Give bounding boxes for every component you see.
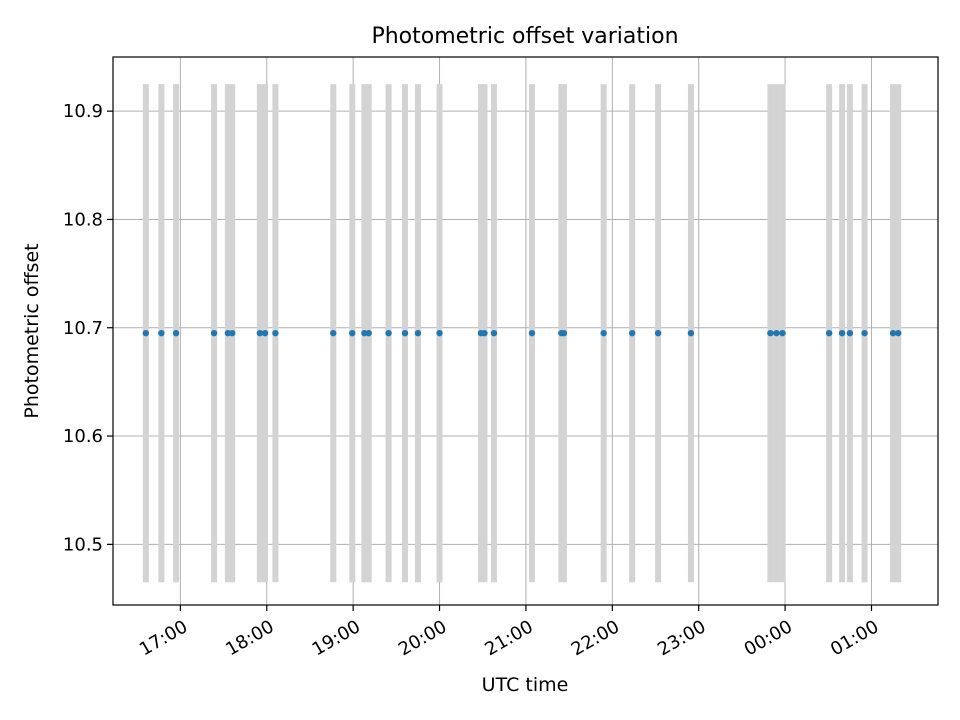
x-tick-label: 22:00: [568, 616, 623, 660]
data-point: [330, 329, 337, 337]
data-point: [385, 329, 392, 337]
data-points: [142, 329, 902, 337]
data-point: [272, 329, 279, 337]
data-point: [628, 329, 636, 337]
y-tick-label: 10.9: [63, 101, 103, 122]
x-tick-label: 20:00: [395, 616, 450, 660]
data-point: [654, 329, 662, 337]
grid: [113, 57, 938, 605]
x-tick-label: 19:00: [309, 616, 364, 660]
data-point: [436, 329, 443, 337]
chart-title: Photometric offset variation: [371, 24, 678, 49]
data-point: [261, 329, 269, 337]
data-point: [861, 329, 868, 337]
x-tick-label: 21:00: [481, 616, 536, 660]
data-point: [560, 329, 568, 337]
x-tick-label: 00:00: [741, 616, 796, 660]
data-point: [773, 329, 780, 337]
data-point: [838, 329, 846, 337]
x-tick-label: 23:00: [654, 616, 709, 660]
data-point: [779, 329, 786, 337]
y-tick-label: 10.7: [63, 318, 103, 339]
data-point: [600, 329, 607, 337]
data-point: [889, 329, 897, 337]
data-point: [767, 329, 774, 337]
y-tick-label: 10.6: [63, 426, 103, 447]
x-tick-label: 18:00: [222, 616, 277, 660]
data-point: [528, 329, 536, 337]
y-axis: 10.5 10.6 10.7 10.8 10.9: [63, 101, 113, 555]
data-point: [490, 329, 498, 337]
data-point: [401, 329, 409, 337]
x-axis-label: UTC time: [482, 674, 569, 696]
data-point: [172, 329, 180, 337]
data-point: [349, 329, 356, 337]
x-tick-label: 01:00: [827, 616, 882, 660]
data-point: [229, 329, 236, 337]
y-axis-label: Photometric offset: [21, 243, 43, 418]
data-point: [687, 329, 695, 337]
data-point: [210, 329, 218, 337]
data-point: [846, 329, 854, 337]
y-tick-label: 10.8: [63, 209, 103, 230]
x-axis: 17:00 18:00 19:00 20:00 21:00 22:00 23:00 00:00…: [136, 605, 882, 660]
x-tick-label: 17:00: [136, 616, 191, 660]
data-point: [481, 329, 488, 337]
data-point: [158, 329, 165, 337]
y-tick-label: 10.5: [63, 534, 103, 555]
data-point: [825, 329, 833, 337]
data-point: [365, 329, 372, 337]
data-point: [256, 329, 264, 337]
data-point: [142, 329, 150, 337]
data-point: [414, 329, 422, 337]
data-point: [895, 329, 902, 337]
